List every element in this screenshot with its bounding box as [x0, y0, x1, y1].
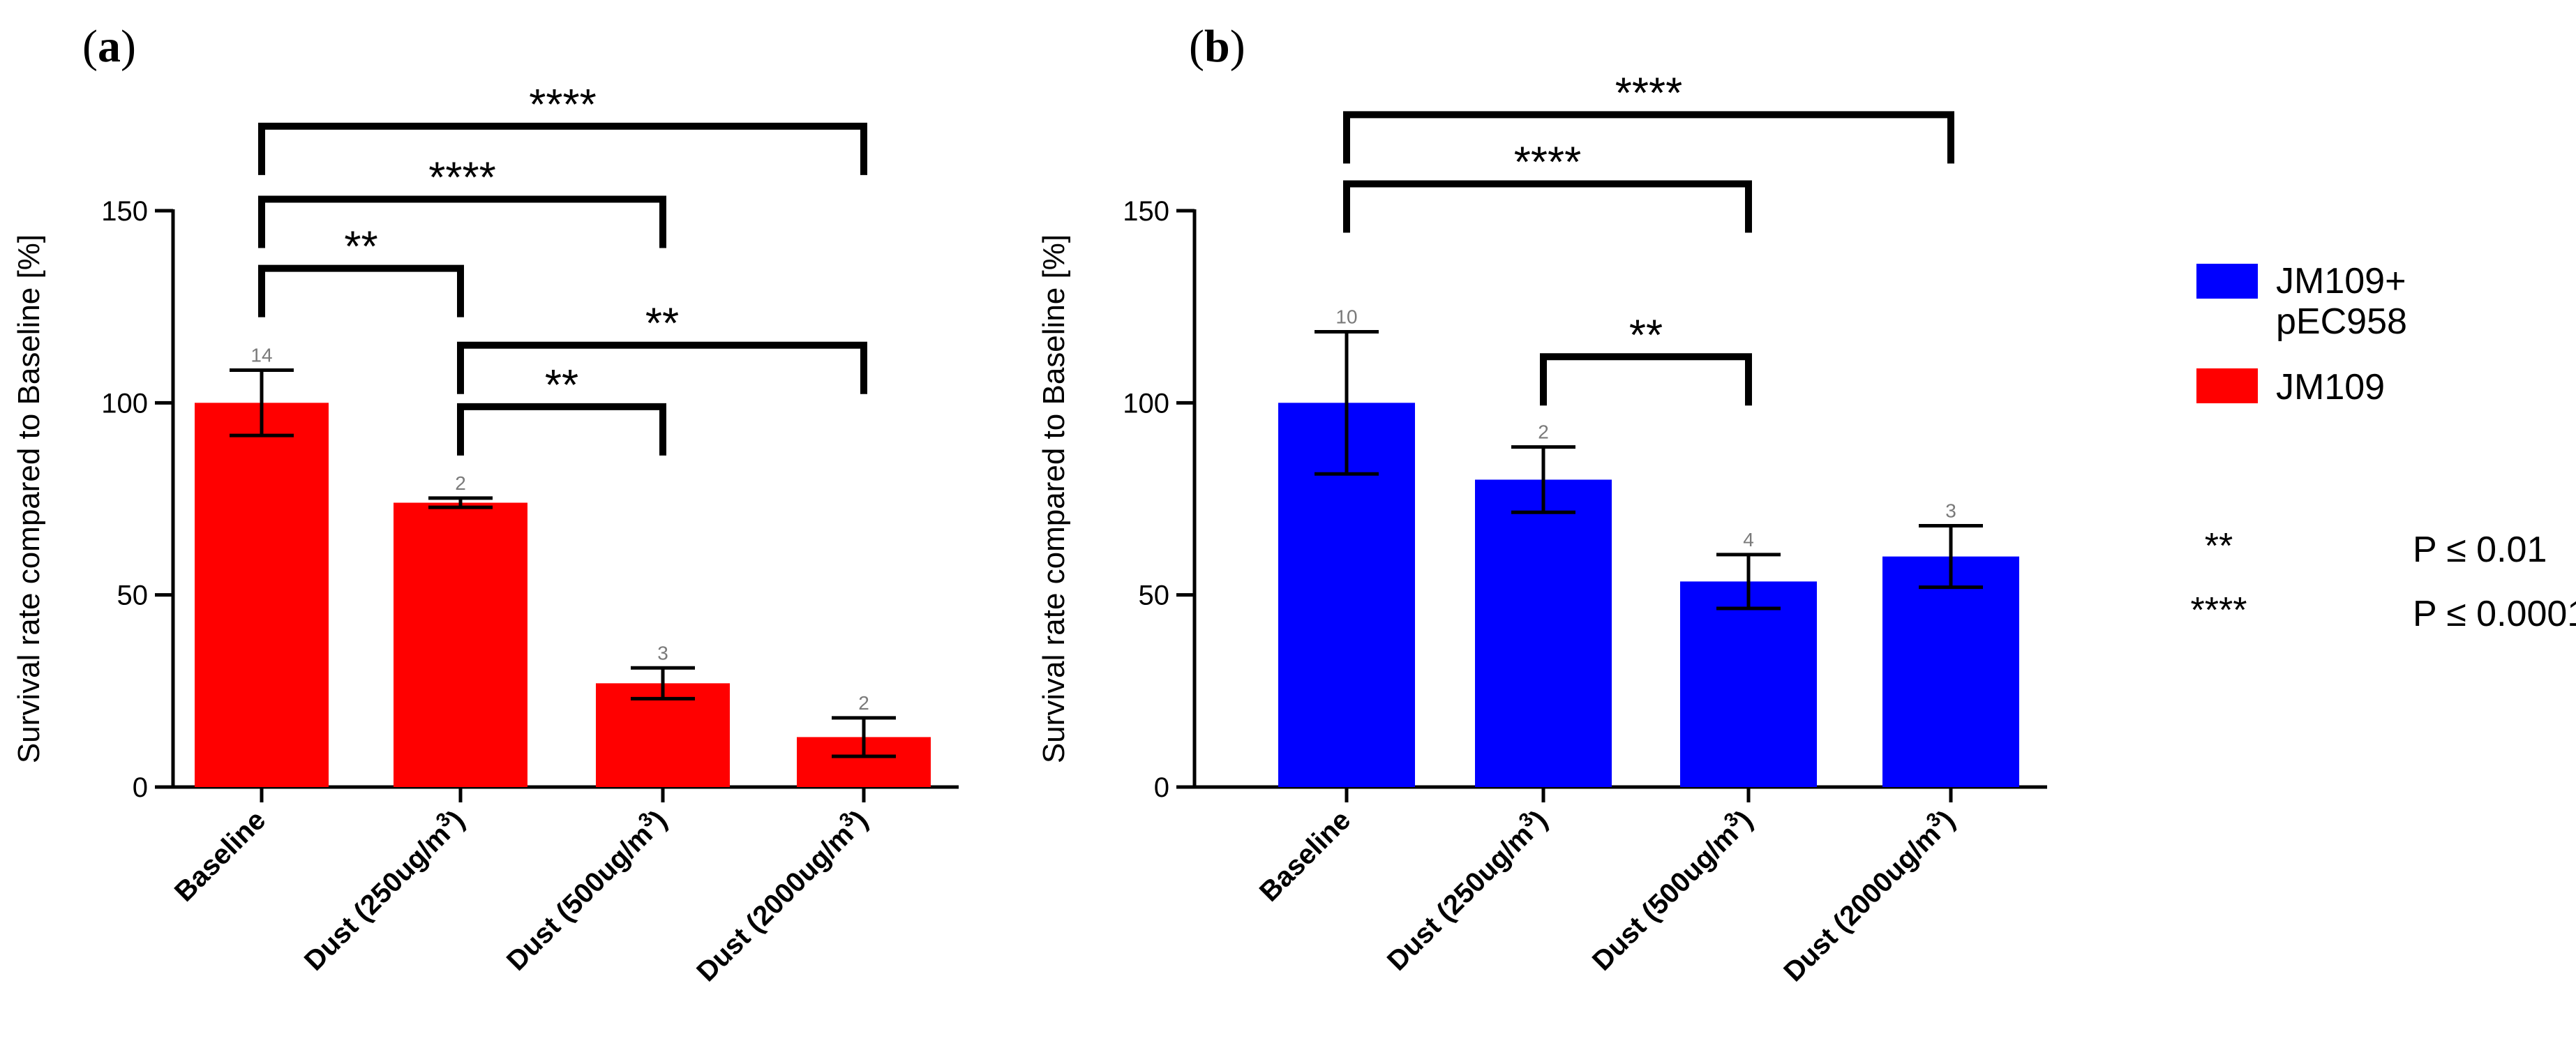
y-axis-title: Survival rate compared to Baseline [%]	[1037, 234, 1071, 763]
n-label-2: 3	[657, 642, 668, 664]
category-label-2: Dust (500ug/m3)	[1584, 802, 1759, 977]
bar-0	[195, 403, 329, 787]
bar-1	[394, 502, 527, 787]
significance-label-2: ****	[529, 81, 597, 129]
category-label-3: Dust (2000ug/m3)	[688, 802, 874, 987]
y-tick-label: 50	[117, 581, 149, 611]
n-label-1: 2	[1538, 421, 1549, 443]
category-label-2: Dust (500ug/m3)	[498, 802, 673, 977]
significance-label-3: **	[545, 361, 578, 410]
legend-swatch-jm109-pec958	[2196, 264, 2258, 299]
legend-label-jm109-pec958: JM109+ pEC958	[2276, 261, 2416, 342]
category-label-3: Dust (2000ug/m3)	[1775, 802, 1961, 987]
significance-label-0: ****	[1514, 138, 1582, 186]
y-tick-label: 0	[133, 772, 148, 803]
n-label-3: 2	[858, 692, 869, 714]
y-tick-label: 100	[1123, 388, 1169, 419]
category-label-1: Dust (250ug/m3)	[1379, 802, 1554, 977]
sig-key-text-quad: P ≤ 0.0001	[2413, 594, 2576, 634]
significance-key: ** P ≤ 0.01 **** P ≤ 0.0001	[2191, 526, 2576, 634]
category-label-0: Baseline	[1254, 804, 1356, 907]
significance-bracket-2	[1540, 353, 1752, 406]
y-tick-label: 50	[1139, 581, 1170, 611]
bar-3	[1882, 556, 2019, 787]
y-tick-label: 0	[1154, 772, 1169, 803]
significance-label-1: ****	[428, 153, 496, 202]
bar-1	[1475, 479, 1612, 787]
sig-key-symbol-quad: ****	[2191, 590, 2247, 631]
significance-label-0: **	[344, 223, 377, 271]
n-label-0: 14	[250, 345, 272, 366]
significance-bracket-4	[457, 341, 867, 394]
panel-b: (b) Survival rate compared to Baseline [%…	[1037, 21, 2047, 987]
n-label-1: 2	[455, 472, 466, 494]
legend-swatch-jm109	[2196, 368, 2258, 403]
significance-label-4: **	[645, 300, 679, 348]
y-axis-title: Survival rate compared to Baseline [%]	[12, 234, 46, 763]
n-label-3: 3	[1945, 500, 1956, 522]
n-label-2: 4	[1743, 529, 1754, 551]
n-label-0: 10	[1335, 306, 1357, 327]
significance-bracket-0	[258, 264, 464, 317]
significance-bracket-1	[258, 195, 666, 248]
significance-bracket-0	[1343, 180, 1752, 233]
y-tick-label: 150	[1123, 196, 1169, 227]
significance-bracket-1	[1343, 111, 1954, 164]
sig-key-symbol-double: **	[2205, 526, 2233, 567]
y-tick-label: 150	[101, 196, 148, 227]
bar-2	[1680, 581, 1817, 787]
significance-bracket-2	[258, 122, 867, 175]
legend-label-jm109: JM109	[2276, 367, 2385, 407]
significance-label-2: **	[1629, 311, 1663, 359]
sig-key-text-double: P ≤ 0.01	[2413, 530, 2547, 570]
legend: JM109+ pEC958 JM109	[2196, 261, 2416, 407]
y-tick-label: 100	[101, 388, 148, 419]
category-label-1: Dust (250ug/m3)	[296, 802, 471, 977]
bar-2	[596, 683, 730, 787]
panel-label-b: (b)	[1189, 21, 1245, 72]
panel-label-a: (a)	[82, 21, 136, 72]
significance-bracket-3	[457, 403, 666, 456]
category-label-0: Baseline	[169, 804, 271, 907]
significance-label-1: ****	[1615, 69, 1683, 117]
panel-a: (a) Survival rate compared to Baseline [%…	[12, 21, 959, 987]
